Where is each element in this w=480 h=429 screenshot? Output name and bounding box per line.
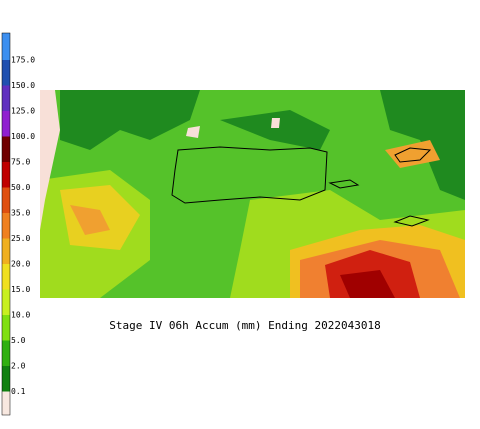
- color-bar-label: 25.0: [11, 234, 30, 243]
- color-swatch: [2, 238, 10, 264]
- precip-map: [40, 90, 465, 298]
- color-swatch: [2, 111, 10, 137]
- color-swatch: [2, 391, 10, 415]
- color-bar-frame: [1, 32, 11, 416]
- color-swatch: [2, 264, 10, 290]
- color-swatch: [2, 213, 10, 239]
- color-bar: [1, 32, 11, 416]
- color-swatch: [2, 187, 10, 213]
- color-bar-label: 150.0: [11, 81, 35, 90]
- color-swatch: [2, 60, 10, 86]
- color-swatch: [2, 33, 10, 60]
- color-swatch: [2, 366, 10, 392]
- color-bar-label: 35.0: [11, 209, 30, 218]
- color-swatch: [2, 289, 10, 315]
- color-bar-label: 100.0: [11, 132, 35, 141]
- map-title: Stage IV 06h Accum (mm) Ending 202204301…: [109, 319, 381, 332]
- color-bar-label: 15.0: [11, 285, 30, 294]
- color-bar-label: 175.0: [11, 56, 35, 65]
- color-bar-label: 50.0: [11, 183, 30, 192]
- color-bar-label: 75.0: [11, 158, 30, 167]
- color-bar-label: 2.0: [11, 362, 26, 371]
- color-bar-label: 10.0: [11, 311, 30, 320]
- color-bar-label: 0.1: [11, 387, 26, 396]
- color-swatch: [2, 340, 10, 366]
- color-swatch: [2, 162, 10, 188]
- color-swatch: [2, 315, 10, 341]
- color-bar-label: 20.0: [11, 260, 30, 269]
- color-swatch: [2, 85, 10, 111]
- color-bar-label: 5.0: [11, 336, 26, 345]
- color-bar-label: 125.0: [11, 107, 35, 116]
- color-swatch: [2, 136, 10, 162]
